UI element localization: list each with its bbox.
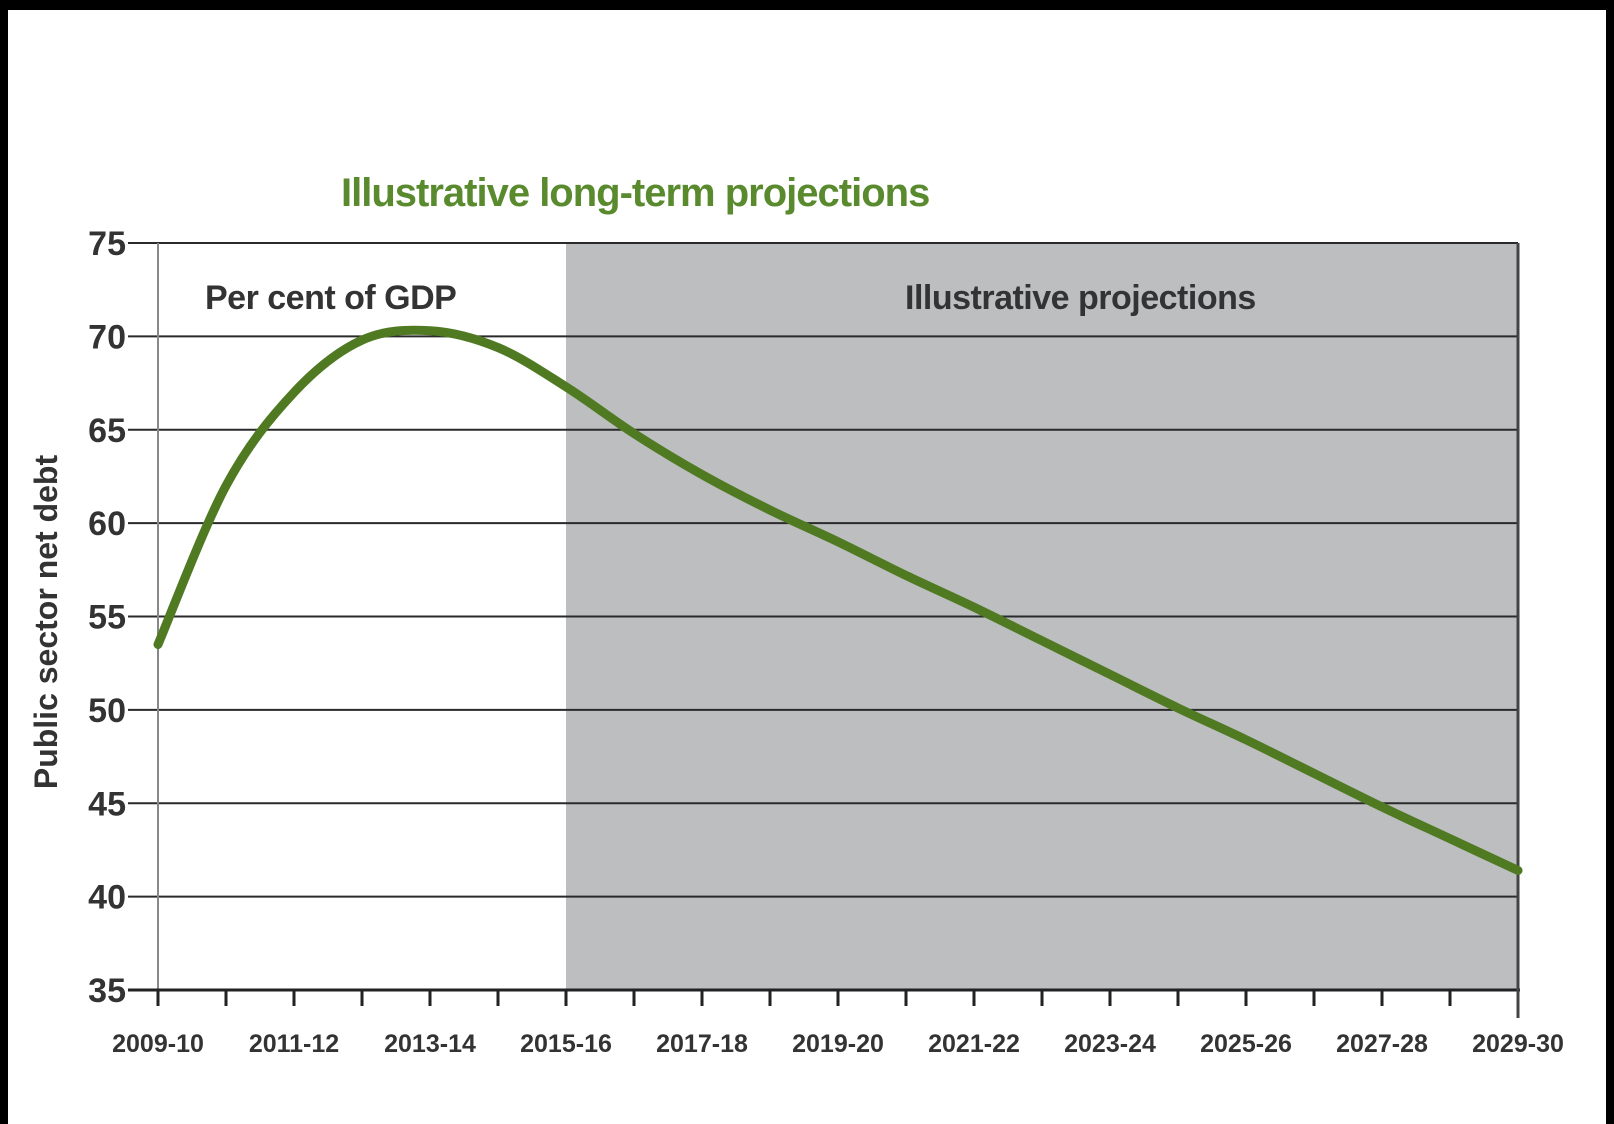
series-line: [153, 325, 1523, 875]
data-point: [293, 391, 295, 393]
y-tick-label: 70: [88, 318, 126, 356]
projection-label: Illustrative projections: [905, 279, 1256, 317]
data-point: [157, 644, 159, 646]
data-point: [769, 509, 771, 511]
y-axis-ticks: 35 40 45 50 55 60 65 70 75: [88, 225, 126, 1010]
data-point: [633, 432, 635, 434]
x-axis-ticks: 2009-10 2011-12 2013-14 2015-16 2017-18 2019-…: [112, 990, 1564, 1058]
data-point: [1245, 739, 1247, 741]
x-tick-label: 2021-22: [928, 1030, 1020, 1058]
x-tick-label: 2009-10: [112, 1030, 204, 1058]
data-point: [837, 541, 839, 543]
chart-panel: 35 40 45 50 55 60 65 70 75 2009-10 2011-12 2013-14…: [8, 10, 1606, 1124]
data-point: [1449, 838, 1451, 840]
data-point: [429, 330, 431, 332]
y-tick-label: 35: [88, 972, 126, 1010]
data-point: [1517, 869, 1519, 871]
y-tick-label: 40: [88, 879, 126, 917]
debt-line-chart: 35 40 45 50 55 60 65 70 75 2009-10 2011-12 2013-14…: [28, 171, 1564, 1058]
data-point: [565, 386, 567, 388]
data-point: [1177, 707, 1179, 709]
y-tick-label: 50: [88, 692, 126, 730]
x-tick-label: 2013-14: [384, 1030, 476, 1058]
y-tick-label: 45: [88, 785, 126, 823]
y-tick-label: 65: [88, 412, 126, 450]
y-axis-label: Public sector net debt: [28, 455, 64, 790]
chart-title: Illustrative long-term projections: [341, 171, 929, 215]
series-points: [157, 330, 1519, 871]
y-tick-label: 75: [88, 225, 126, 263]
data-point: [1313, 772, 1315, 774]
x-tick-label: 2019-20: [792, 1030, 884, 1058]
x-tick-label: 2015-16: [520, 1030, 612, 1058]
data-point: [225, 485, 227, 487]
x-tick-label: 2029-30: [1472, 1030, 1564, 1058]
data-point: [497, 347, 499, 349]
data-point: [1381, 806, 1383, 808]
data-point: [905, 574, 907, 576]
x-tick-label: 2011-12: [249, 1030, 339, 1058]
unit-label: Per cent of GDP: [205, 279, 456, 317]
x-tick-label: 2025-26: [1200, 1030, 1292, 1058]
y-tick-label: 60: [88, 505, 126, 543]
data-point: [1041, 640, 1043, 642]
x-tick-label: 2027-28: [1336, 1030, 1428, 1058]
data-point: [973, 606, 975, 608]
x-tick-label: 2023-24: [1064, 1030, 1156, 1058]
data-point: [361, 339, 363, 341]
data-point: [1109, 673, 1111, 675]
x-tick-label: 2017-18: [656, 1030, 748, 1058]
y-tick-label: 55: [88, 599, 126, 637]
data-point: [701, 474, 703, 476]
